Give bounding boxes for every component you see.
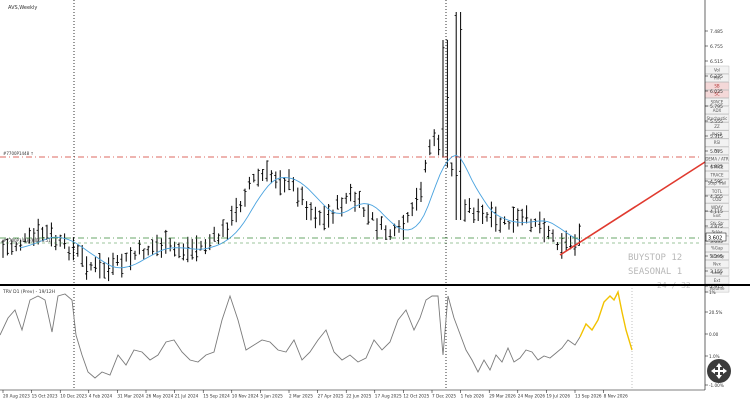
oscillator-path xyxy=(0,293,581,379)
moving-average-path xyxy=(19,154,581,269)
moving-average xyxy=(19,154,581,269)
sub-tick-label: 1% xyxy=(709,290,716,295)
side-panel-button-label: DEMA / ATR xyxy=(705,156,729,161)
price-candles xyxy=(1,12,581,282)
price-tick-label: 6.035 xyxy=(710,89,723,95)
side-panel-button-label: TRA xyxy=(712,75,721,80)
date-tick-label: 12 Oct 2025 xyxy=(403,394,429,399)
side-panel-button-label: Ext xyxy=(714,278,721,283)
side-panel-button-label: Fib xyxy=(714,148,720,153)
price-tick-label: 5.315 xyxy=(710,134,723,140)
date-tick-label: 7 Dec 2025 xyxy=(432,394,456,399)
side-panel-button-label: SC xyxy=(714,92,720,97)
side-panel-button-label: Nvx xyxy=(713,262,721,267)
sub-tick-label: -1.00% xyxy=(709,383,724,388)
trend-line[interactable] xyxy=(559,161,706,256)
sub-window-label: TRV D1 (Prev) - 19/12H xyxy=(2,289,55,295)
price-tick-label: 5.795 xyxy=(710,104,723,110)
date-tick-label: 20 Aug 2023 xyxy=(3,394,30,399)
price-tick-label: 3.875 xyxy=(710,224,723,230)
sub-tick-label: 20.5% xyxy=(709,310,722,315)
price-tick-label: 3.155 xyxy=(710,269,723,275)
side-panel-button-label: ADX xyxy=(713,108,722,113)
price-tick-label: 6.275 xyxy=(710,74,723,80)
side-panel-button-label: PHSP xyxy=(712,132,723,137)
date-tick-label: 26 May 2024 xyxy=(146,394,174,399)
side-panel-button-label: Long xyxy=(712,270,722,275)
seasonal-text: SEASONAL 1 xyxy=(628,267,682,277)
date-tick-label: 17 Aug 2025 xyxy=(375,394,402,399)
date-tick-label: 15 Sep 2024 xyxy=(203,394,230,399)
side-panel-button-label: %Emily xyxy=(710,254,725,259)
buystop-text: BUYSTOP 12 xyxy=(628,253,682,263)
side-panel-button-label: ZZ xyxy=(714,124,720,129)
date-tick-label: 8 Nov 2026 xyxy=(604,394,628,399)
date-tick-label: 10 Nov 2024 xyxy=(232,394,259,399)
price-tick-label: 4.115 xyxy=(710,209,723,215)
side-panel-button-label: %Gap xyxy=(711,246,723,251)
move-icon[interactable] xyxy=(707,359,731,383)
current-price-tag-text: 3.602 xyxy=(708,236,722,242)
price-tick-label: 4.835 xyxy=(710,164,723,170)
forecast-path xyxy=(579,289,633,351)
side-panel-button-label: WDAY xyxy=(711,205,723,210)
date-tick-label: 5 Jan 2025 xyxy=(260,394,283,399)
pane-separator[interactable] xyxy=(0,284,750,286)
price-tick-label: 7.485 xyxy=(710,29,723,35)
side-panel-button-label: Stochastic xyxy=(707,116,728,121)
side-panel-button-label: Stop Trail xyxy=(708,181,727,186)
side-panel-button-label: Volume xyxy=(710,286,725,291)
price-tick-label: 6.755 xyxy=(710,44,723,50)
oscillator-line xyxy=(0,293,581,379)
date-tick-label: 24 May 2026 xyxy=(518,394,546,399)
date-tick-label: 19 Jul 2026 xyxy=(546,394,570,399)
side-panel-button-label: SB xyxy=(714,84,720,89)
side-panel-button-label: RSI xyxy=(714,140,721,145)
side-panel-button-label: SPACE xyxy=(711,100,724,105)
symbol-label: AVS,Weekly xyxy=(8,5,37,11)
side-panel-button-label: STRCE xyxy=(711,165,724,170)
date-axis: 20 Aug 2023 15 Oct 2023 10 Dec 2023 4 Feb 2… xyxy=(2,390,628,399)
date-tick-label: 1 Feb 2026 xyxy=(461,394,485,399)
price-tick-label: 5.555 xyxy=(710,119,723,125)
current-price-tag xyxy=(705,232,727,242)
date-tick-label: 4 Feb 2024 xyxy=(89,394,113,399)
side-panel-button-label: Stk.Str xyxy=(710,221,724,226)
price-tick-label: 3.635 xyxy=(710,239,723,245)
date-tick-label: 15 Oct 2023 xyxy=(32,394,58,399)
side-panel-button-label: TRACE xyxy=(709,173,724,178)
date-tick-label: 29 Mar 2026 xyxy=(489,394,516,399)
side-panel-button-label: COD xyxy=(712,197,721,202)
date-tick-label: 22 Jun 2025 xyxy=(346,394,372,399)
date-tick-label: 27 Apr 2025 xyxy=(318,394,344,399)
sub-tick-label: 0.00 xyxy=(709,332,719,337)
date-tick-label: 2 Mar 2025 xyxy=(289,394,313,399)
bid-line-label: #7700P1448 (BID) 0.51 xyxy=(3,238,51,243)
sub-tick-label: 1.0% xyxy=(709,354,720,359)
price-tick-label: 5.075 xyxy=(710,149,723,155)
price-tick-label: 3.395 xyxy=(710,254,723,260)
price-line-label: #7700P1448 ↑ xyxy=(3,151,34,156)
price-scale: 7.485 6.755 6.515 6.275 6.035 5.795 5.555 5.315… xyxy=(704,0,723,390)
side-panel-button-label: SrVar xyxy=(712,229,723,234)
date-tick-label: 31 Mar 2024 xyxy=(117,394,144,399)
price-tick-label: 2.915 xyxy=(710,284,723,290)
price-tick-label: 4.595 xyxy=(710,179,723,185)
indicator-side-panel: Vol TRA SB SC SPACE ADX Stochastic ZZ PHSP RSI Fib… xyxy=(704,65,730,293)
price-tick-label: 4.355 xyxy=(710,194,723,200)
date-tick-label: 13 Sep 2026 xyxy=(575,394,602,399)
side-panel-button-label: Exit xyxy=(713,213,721,218)
sub-price-scale: 1% 20.5% 0.00 1.0% -1.00% xyxy=(705,290,724,388)
date-tick-label: 21 Jul 2024 xyxy=(175,394,199,399)
date-tick-label: 10 Dec 2023 xyxy=(60,394,87,399)
side-panel-button-label: TOTL xyxy=(711,189,723,194)
seasonal-forecast-line xyxy=(579,289,633,351)
side-panel-button-label: Vol xyxy=(714,67,720,72)
price-tick-label: 6.515 xyxy=(710,59,723,65)
